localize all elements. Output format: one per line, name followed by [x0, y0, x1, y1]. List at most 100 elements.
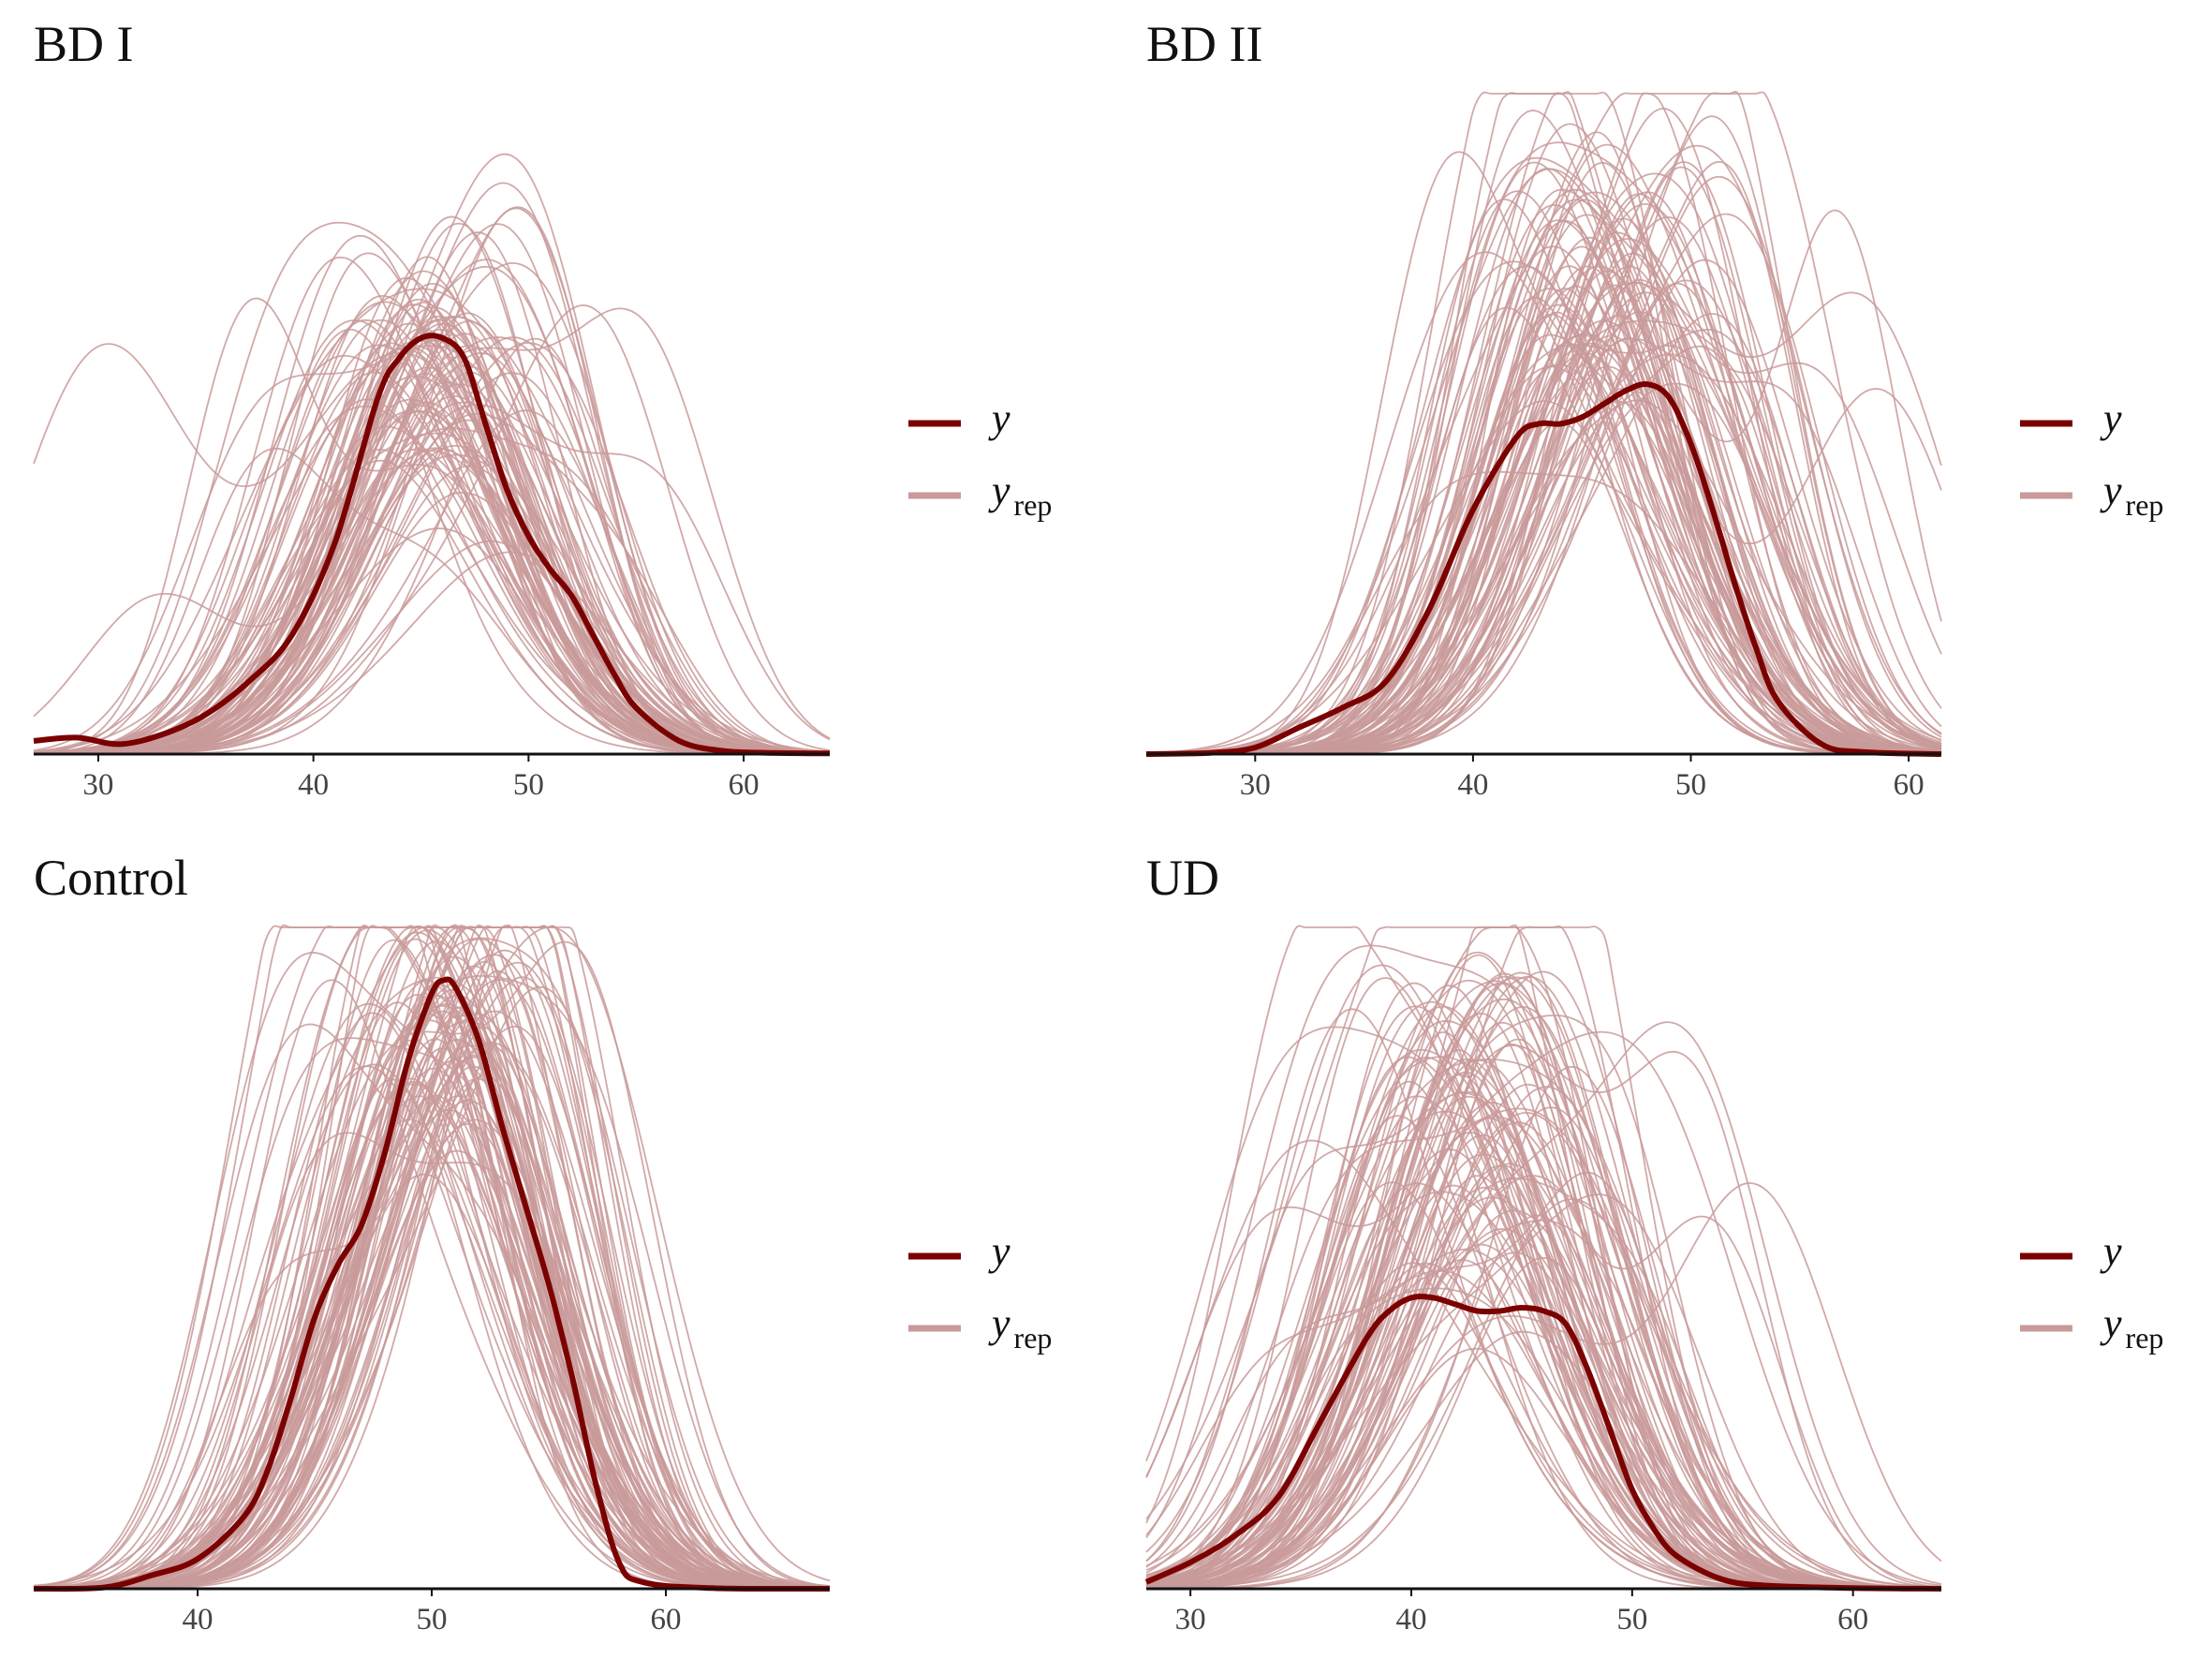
- yrep-density-line: [1146, 319, 1942, 755]
- x-tick-label: 30: [82, 768, 113, 802]
- yrep-density-line: [33, 405, 831, 755]
- legend-label: y: [2100, 1228, 2122, 1274]
- yrep-draws: [1145, 924, 1942, 1590]
- panel-bd-ii: BD II 30 40 50 60 y y rep: [1145, 16, 2163, 802]
- yrep-density-line: [1145, 1193, 1942, 1590]
- legend-label: y rep: [988, 1300, 1052, 1355]
- yrep-density-line: [1146, 1065, 1942, 1590]
- yrep-density-line: [33, 925, 830, 1590]
- legend-label: y: [988, 1228, 1010, 1274]
- panel-title: Control: [34, 850, 188, 906]
- x-tick-label: 60: [1894, 768, 1924, 802]
- yrep-density-line: [1145, 1005, 1942, 1590]
- yrep-density-line: [1146, 115, 1942, 755]
- yrep-density-line: [33, 938, 830, 1590]
- yrep-density-line: [1145, 1059, 1942, 1589]
- yrep-density-line: [33, 1173, 831, 1590]
- legend-label: y rep: [2100, 1300, 2163, 1355]
- yrep-density-line: [1146, 161, 1942, 755]
- x-tick-label: 50: [1675, 768, 1706, 802]
- legend-label: y rep: [988, 467, 1052, 522]
- x-tick-label: 60: [651, 1603, 682, 1637]
- yrep-density-line: [34, 1077, 831, 1590]
- yrep-density-line: [33, 449, 831, 755]
- legend-subscript: rep: [1014, 1321, 1053, 1355]
- x-tick-label: 40: [1396, 1603, 1427, 1637]
- panel-title: BD II: [1146, 16, 1262, 72]
- yrep-density-line: [33, 432, 831, 755]
- y-density-line: [33, 333, 831, 757]
- legend-label: y: [2100, 395, 2122, 441]
- yrep-density-line: [33, 301, 831, 755]
- panel-ud: UD 30 40 50 60 y y rep: [1144, 850, 2163, 1637]
- yrep-density-line: [1145, 168, 1942, 754]
- yrep-density-line: [34, 1118, 831, 1590]
- x-tick-label: 60: [729, 768, 759, 802]
- yrep-draws: [33, 924, 831, 1590]
- yrep-density-line: [33, 347, 831, 755]
- legend-label: y: [988, 395, 1010, 441]
- legend: y y rep: [2020, 395, 2163, 522]
- legend: y y rep: [2020, 1228, 2163, 1355]
- yrep-density-line: [1146, 252, 1942, 755]
- y-density-line: [1144, 1294, 1942, 1592]
- y-density-line: [33, 976, 831, 1592]
- panel-control: Control 40 50 60 y y rep: [33, 850, 1052, 1637]
- yrep-density-line: [1145, 328, 1942, 755]
- panel-bd-i: BD I 30 40 50 60 y y rep: [33, 16, 1052, 802]
- yrep-density-line: [1145, 1111, 1942, 1589]
- legend-label: y rep: [2100, 467, 2163, 522]
- yrep-density-line: [1145, 1048, 1941, 1590]
- yrep-density-line: [33, 366, 831, 755]
- x-tick-label: 40: [298, 768, 329, 802]
- yrep-density-line: [1146, 110, 1942, 755]
- panel-title: BD I: [34, 16, 134, 72]
- yrep-density-line: [33, 926, 831, 1589]
- yrep-density-line: [34, 1108, 831, 1590]
- yrep-density-line: [34, 938, 831, 1590]
- legend: y y rep: [908, 395, 1052, 522]
- yrep-density-line: [33, 954, 831, 1590]
- yrep-density-line: [33, 940, 831, 1590]
- yrep-density-line: [34, 1043, 831, 1590]
- yrep-density-line: [1145, 982, 1941, 1590]
- yrep-density-line: [33, 328, 831, 755]
- yrep-density-line: [33, 448, 830, 755]
- y-density-line: [1145, 381, 1942, 757]
- yrep-density-line: [34, 937, 831, 1590]
- yrep-density-line: [34, 1020, 831, 1590]
- yrep-density-line: [1145, 400, 1941, 755]
- x-tick-label: 50: [1616, 1603, 1647, 1637]
- x-tick-label: 50: [417, 1603, 448, 1637]
- yrep-density-line: [1145, 251, 1942, 754]
- yrep-density-line: [34, 939, 830, 1590]
- x-tick-label: 60: [1837, 1603, 1868, 1637]
- x-tick-label: 40: [183, 1603, 214, 1637]
- yrep-density-line: [1146, 382, 1942, 755]
- legend-subscript: rep: [2126, 488, 2164, 522]
- yrep-density-line: [33, 1037, 831, 1590]
- yrep-draws: [1145, 91, 1942, 755]
- x-tick-label: 30: [1175, 1603, 1206, 1637]
- yrep-density-line: [33, 348, 831, 755]
- yrep-density-line: [33, 1023, 831, 1590]
- x-tick-label: 40: [1457, 768, 1488, 802]
- x-tick-label: 50: [513, 768, 544, 802]
- yrep-density-line: [33, 1044, 831, 1590]
- yrep-density-line: [34, 215, 831, 755]
- legend-subscript: rep: [2126, 1321, 2164, 1355]
- yrep-draws: [33, 153, 831, 755]
- x-tick-label: 30: [1240, 768, 1271, 802]
- yrep-density-line: [33, 976, 831, 1590]
- yrep-density-line: [1145, 1107, 1942, 1590]
- yrep-density-line: [1146, 213, 1942, 755]
- yrep-density-line: [34, 1149, 831, 1590]
- yrep-density-line: [34, 427, 831, 755]
- yrep-density-line: [34, 447, 830, 755]
- legend: y y rep: [908, 1228, 1052, 1355]
- yrep-density-line: [33, 1083, 831, 1590]
- yrep-density-line: [33, 447, 830, 755]
- yrep-density-line: [1146, 199, 1942, 755]
- yrep-density-line: [33, 447, 831, 755]
